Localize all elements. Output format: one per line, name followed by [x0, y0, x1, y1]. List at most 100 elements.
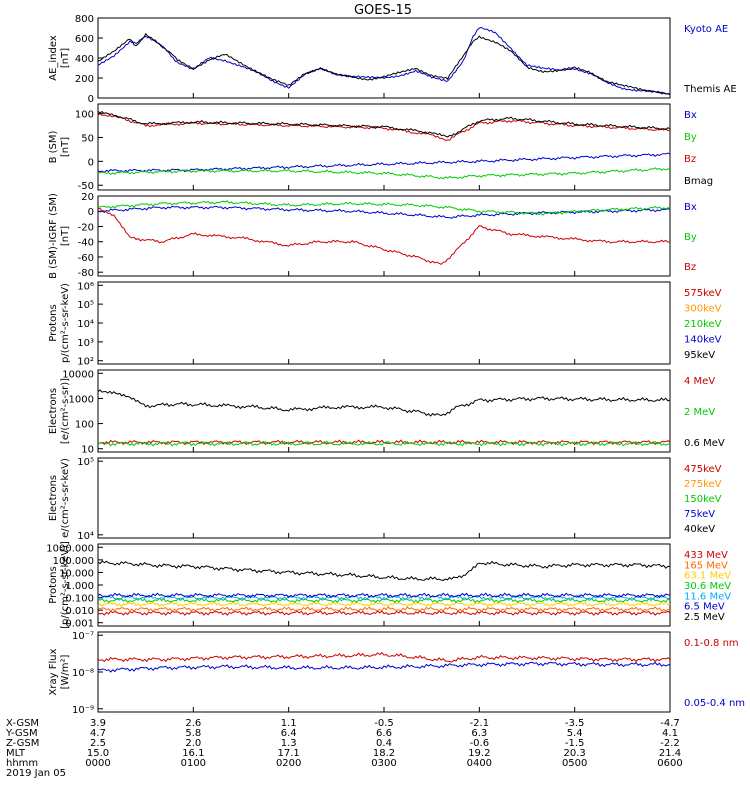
panel-frame [97, 281, 671, 365]
panel-frame [97, 369, 671, 453]
legend-label: 150keV [684, 494, 722, 505]
y-axis-label: Xray Flux [48, 648, 59, 695]
series-line-0-6-mev [97, 389, 671, 417]
x-value: 0500 [562, 758, 587, 769]
series-line-by [97, 200, 671, 216]
y-axis-label: B (SM) [48, 130, 59, 163]
y-tick-label: 10000 [62, 369, 94, 380]
x-value: 2.5 [90, 738, 106, 749]
y-tick-label: 10⁻⁷ [72, 631, 94, 642]
panel-frame [97, 631, 671, 713]
legend-label: By [684, 232, 697, 243]
y-tick-label: 100.000 [53, 556, 94, 567]
x-value: 6.3 [471, 728, 487, 739]
series-line-2-5-mev [97, 560, 670, 581]
legend-label: 95keV [684, 350, 715, 361]
x-value: 15.0 [87, 748, 109, 759]
legend-label: Bz [684, 154, 696, 165]
legend-label: Kyoto AE [684, 24, 728, 35]
legend-label: 4 MeV [684, 376, 715, 387]
series-line-2-mev [97, 440, 671, 447]
panel-3: 10⁶ 10⁵ 10⁴ 10³ 10² Protons p/(cm²-s-sr-keV) 57… [48, 281, 722, 367]
y-tick-label: 10² [77, 357, 94, 368]
y-tick-label: 100 [75, 110, 94, 121]
series-line-kyoto-ae [97, 26, 671, 96]
panel-4: 10000 1000 100 10 Electrons [e/(cm²-s-sr)] 4 M… [48, 369, 725, 455]
x-row-label: MLT [6, 748, 26, 759]
x-value: 5.4 [567, 728, 583, 739]
legend-label: 575keV [684, 288, 722, 299]
x-value: -3.5 [565, 718, 585, 729]
x-value: 4.1 [662, 728, 678, 739]
y-tick-label: 10⁻⁹ [72, 705, 94, 716]
y-tick-label: 10³ [77, 338, 94, 349]
legend-label: By [684, 132, 697, 143]
legend-label: 2.5 MeV [684, 612, 725, 623]
x-row-label: hhmm [6, 758, 38, 769]
x-row-label: X-GSM [6, 718, 39, 729]
legend-label: 165 MeV [684, 560, 728, 571]
legend-label: 30.6 MeV [684, 581, 731, 592]
x-value: 0.4 [376, 738, 392, 749]
legend-label: 40keV [684, 524, 715, 535]
y-tick-label: 0.001 [65, 619, 94, 630]
y-tick-label: 20 [81, 192, 94, 203]
y-tick-label: 200 [75, 74, 94, 85]
panel-0: 800 600 400 200 0 AE_index [nT] Kyoto AE Themis … [48, 14, 737, 105]
legend-label: 11.6 MeV [684, 591, 731, 602]
series-line-bz [97, 113, 671, 142]
x-value: 2.6 [185, 718, 201, 729]
x-value: -1.5 [565, 738, 585, 749]
y-tick-label: -20 [78, 222, 94, 233]
panel-5: 10⁵ 10⁴ Electrons e/(cm²-s-sr-keV) 475keV 275… [48, 457, 722, 542]
series-line-165-mev [97, 606, 671, 613]
y-axis-unit: [e/(cm²-s-sr)] [60, 378, 71, 444]
x-value: 0300 [371, 758, 396, 769]
panel-frame [97, 17, 671, 99]
y-tick-label: -80 [78, 268, 94, 279]
x-value: -2.1 [470, 718, 490, 729]
legend-label: 300keV [684, 304, 722, 315]
legend-label: Bx [684, 110, 697, 121]
x-value: 16.1 [182, 748, 204, 759]
x-value: 0600 [657, 758, 682, 769]
legend-label: 0.6 MeV [684, 438, 725, 449]
y-tick-label: 1000 [69, 394, 94, 405]
x-value: 18.2 [373, 748, 395, 759]
x-value: 0000 [85, 758, 110, 769]
series-line-433-mev [97, 610, 671, 616]
x-value: 20.3 [564, 748, 586, 759]
legend-label: 210keV [684, 319, 722, 330]
x-value: 17.1 [278, 748, 300, 759]
y-tick-label: 600 [75, 34, 94, 45]
y-axis-unit: [p/(cm²-s-sr-keV)] [60, 541, 71, 629]
series-line-30-6-mev [97, 597, 671, 604]
series-line-bmag [97, 110, 671, 138]
series-line-bz [97, 207, 671, 265]
y-axis-label: AE_index [48, 35, 59, 81]
y-axis-label: Electrons [48, 475, 59, 521]
x-value: 6.6 [376, 728, 392, 739]
x-value: 6.4 [281, 728, 297, 739]
legend-label: 433 MeV [684, 550, 728, 561]
y-axis-unit: [nT] [60, 137, 71, 157]
x-row-label: Y-GSM [5, 728, 38, 739]
x-value: 21.4 [659, 748, 681, 759]
legend-label: 0.1-0.8 nm [684, 638, 739, 649]
y-tick-label: 100 [75, 420, 94, 431]
x-value: 19.2 [468, 748, 490, 759]
y-tick-label: 10⁵ [77, 457, 94, 468]
y-tick-label: -50 [78, 181, 94, 192]
series-line-0-1-0-8-nm [97, 651, 671, 663]
x-value: 0400 [467, 758, 492, 769]
y-tick-label: 10⁶ [77, 281, 94, 292]
panel-frame [97, 103, 671, 191]
legend-label: 475keV [684, 464, 722, 475]
legend-label: Bx [684, 202, 697, 213]
y-tick-label: 0.010 [65, 606, 94, 617]
y-axis-label: Electrons [48, 388, 59, 434]
panel-1: 100 50 0 -50 B (SM) [nT] Bx By Bz Bmag [48, 103, 713, 192]
